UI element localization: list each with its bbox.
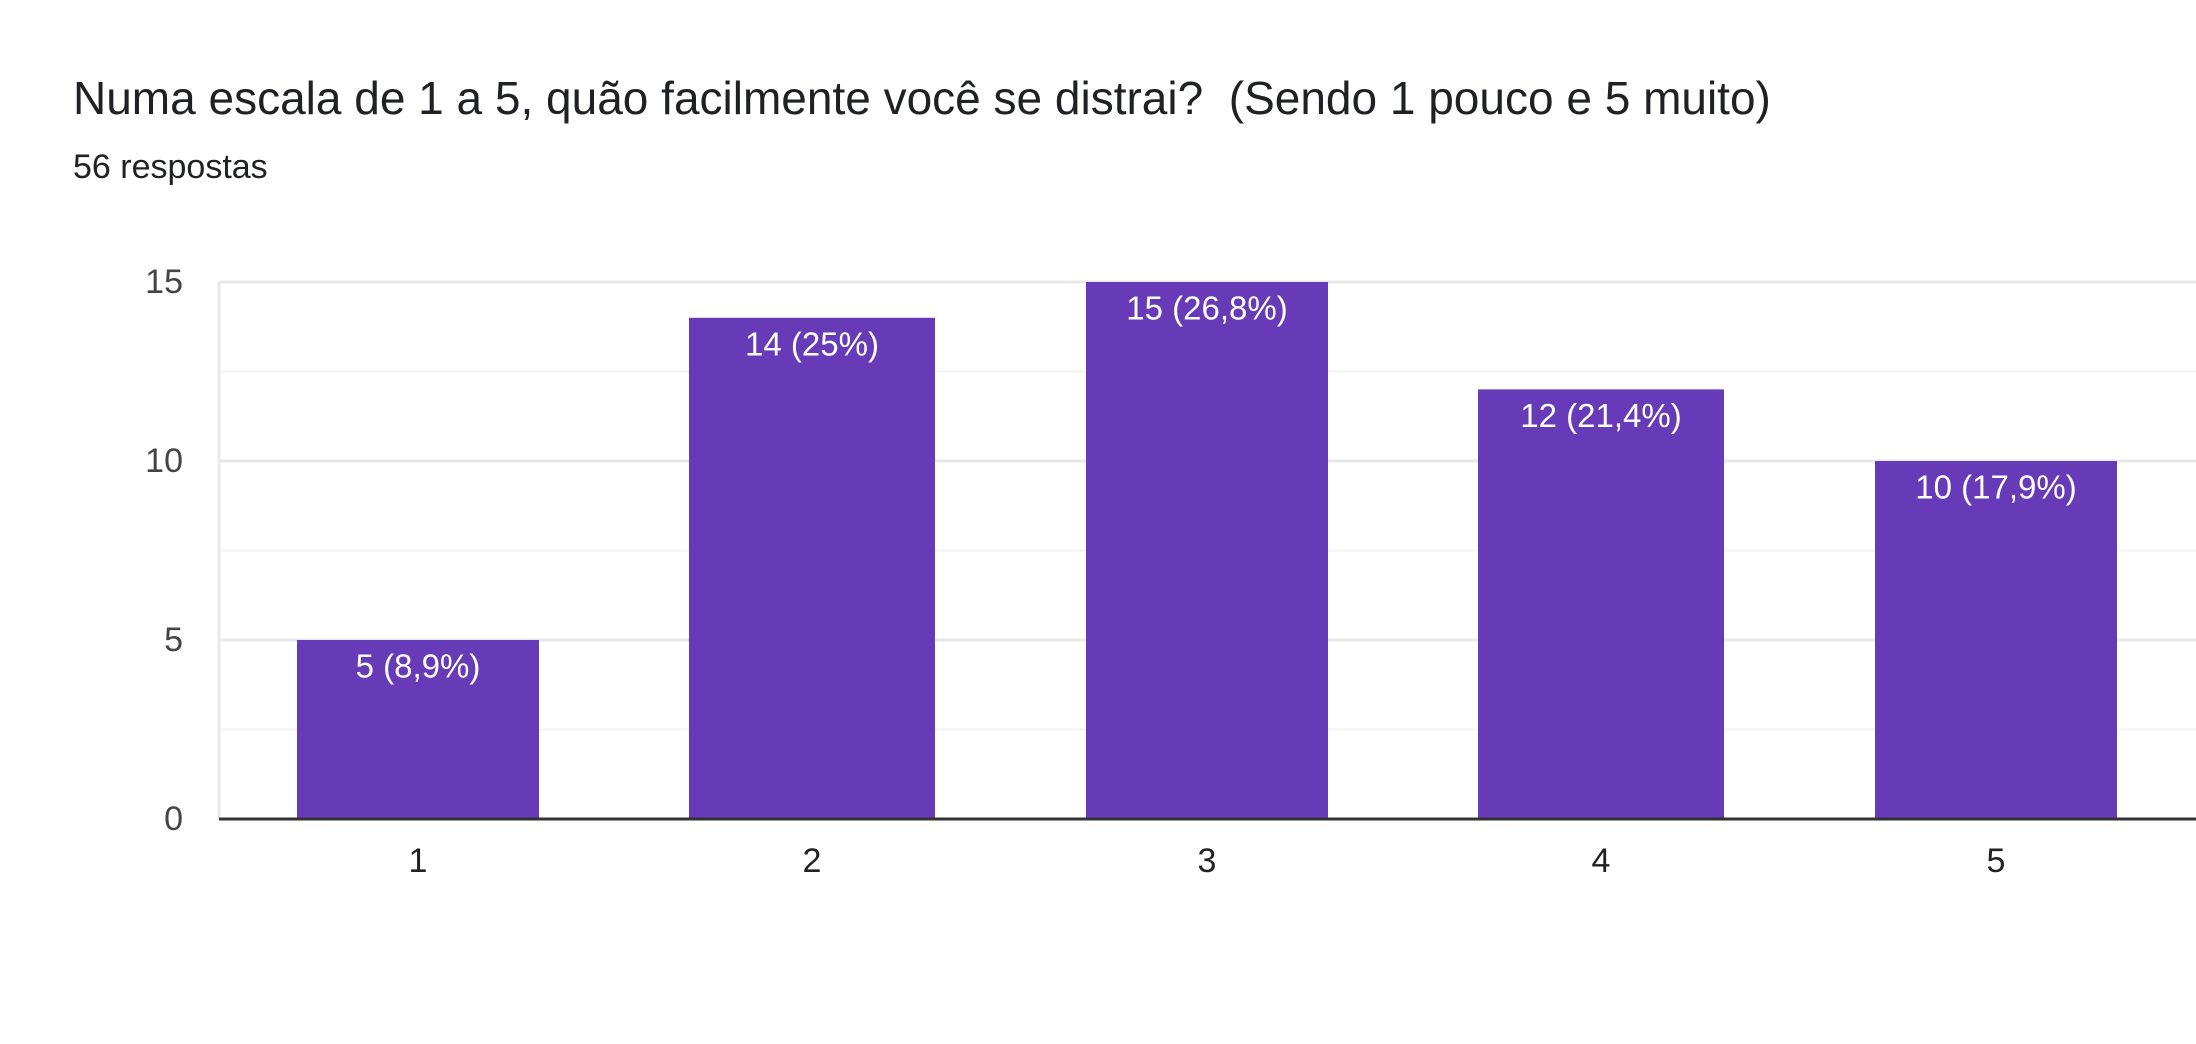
y-tick-label: 15: [145, 263, 183, 301]
bar: [297, 640, 539, 819]
x-tick-label: 1: [409, 842, 428, 880]
x-tick-label: 3: [1198, 842, 1217, 880]
x-axis-ticks: 1 2 3 4 5: [409, 842, 2006, 880]
x-tick-label: 5: [1987, 842, 2006, 880]
y-tick-label: 10: [145, 442, 183, 480]
bar-data-label: 10 (17,9%): [1915, 469, 2076, 506]
bar: [689, 317, 935, 819]
bar-data-label: 14 (25%): [745, 325, 879, 362]
y-tick-label: 5: [164, 621, 183, 659]
bar: [1086, 282, 1328, 819]
y-tick-label: 0: [164, 800, 183, 838]
bar: [1875, 461, 2117, 819]
bar: [1478, 389, 1724, 819]
x-tick-label: 2: [803, 842, 822, 880]
x-tick-label: 4: [1592, 842, 1611, 880]
bars: 5 (8,9%) 14 (25%) 15 (26,8%) 12 (21,4%) 10 (…: [297, 282, 2117, 819]
y-axis-ticks: 0 5 10 15: [145, 263, 183, 838]
bar-data-label: 15 (26,8%): [1126, 290, 1287, 327]
response-count: 56 respostas: [73, 148, 268, 186]
chart-title: Numa escala de 1 a 5, quão facilmente vo…: [73, 72, 1771, 124]
bar-data-label: 5 (8,9%): [356, 648, 481, 685]
bar-data-label: 12 (21,4%): [1520, 397, 1681, 434]
